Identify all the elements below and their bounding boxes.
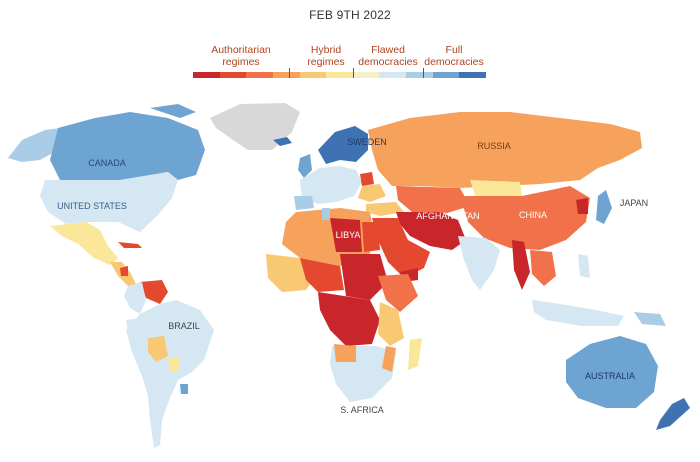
region-cuba (118, 242, 142, 248)
region-uk (298, 154, 312, 178)
region-arabia (372, 218, 430, 278)
region-mexico (50, 222, 118, 265)
region-india (458, 236, 500, 290)
label-russia: RUSSIA (477, 141, 511, 151)
label-australia: AUSTRALIA (585, 371, 635, 381)
region-angola (334, 344, 356, 362)
region-iran-afghanistan (396, 212, 466, 250)
world-map: CANADA UNITED STATES BRAZIL RUSSIA CHINA… (8, 103, 690, 448)
region-southeast-asia (530, 250, 556, 286)
label-china: CHINA (519, 210, 547, 220)
region-scandinavia (318, 126, 368, 164)
label-brazil: BRAZIL (168, 321, 200, 331)
region-png (634, 312, 666, 326)
legend-divider (353, 68, 354, 78)
label-afghanistan: AFGHANISTAN (416, 211, 479, 221)
region-colombia (124, 282, 146, 314)
region-spain (294, 196, 314, 210)
region-russia (368, 112, 642, 188)
legend-swatch (246, 72, 273, 78)
legend-swatch (326, 72, 353, 78)
legend-label-full: Full democracies (424, 44, 484, 68)
region-china (460, 186, 590, 250)
region-new-zealand (656, 398, 690, 430)
region-western-europe (300, 166, 362, 204)
region-bolivia (148, 336, 168, 362)
legend-divider (423, 68, 424, 78)
legend-label-flawed: Flawed democracies (358, 44, 418, 68)
region-egypt (362, 222, 380, 252)
region-sahel (300, 258, 344, 292)
region-mongolia (470, 180, 522, 198)
region-myanmar (512, 240, 530, 290)
legend-swatch (432, 72, 460, 78)
region-australia (566, 336, 658, 408)
label-united-states: UNITED STATES (57, 201, 127, 211)
label-japan: JAPAN (620, 198, 648, 208)
legend-swatch (352, 72, 380, 78)
region-indonesia (532, 300, 624, 326)
region-east-africa (378, 302, 404, 346)
label-south-africa: S. AFRICA (340, 405, 384, 415)
region-belarus (360, 172, 374, 186)
chart-date: FEB 9TH 2022 (309, 8, 391, 22)
legend-swatch (193, 72, 220, 78)
region-uruguay (180, 384, 188, 394)
region-iceland (273, 137, 292, 146)
region-paraguay (168, 356, 180, 372)
region-mozambique (382, 346, 396, 372)
region-canada-islands (150, 104, 196, 118)
region-greenland (210, 103, 300, 150)
legend-color-bar (193, 72, 487, 78)
legend-swatch (406, 72, 433, 78)
legend-swatch (219, 72, 247, 78)
legend-label-hybrid: Hybrid regimes (307, 44, 345, 68)
legend-divider (289, 68, 290, 78)
region-peru (126, 318, 146, 350)
legend-swatch (272, 72, 300, 78)
label-canada: CANADA (88, 158, 126, 168)
region-central-africa (318, 292, 380, 346)
label-libya: LIBYA (336, 230, 361, 240)
region-philippines (578, 254, 590, 278)
region-canada (50, 112, 205, 180)
region-turkey (366, 202, 404, 216)
region-united-states (40, 172, 178, 232)
region-horn-africa (378, 274, 418, 312)
legend-swatch (379, 72, 407, 78)
legend-swatch (459, 72, 487, 78)
region-central-asia (396, 186, 470, 214)
legend-swatch (299, 72, 327, 78)
region-nicaragua (120, 266, 128, 276)
region-alaska (8, 128, 60, 162)
region-sudan (340, 254, 388, 300)
legend: Authoritarian regimes Hybrid regimes Flawe… (193, 44, 487, 80)
region-japan (596, 190, 612, 224)
region-venezuela (140, 280, 168, 304)
region-libya (330, 218, 362, 252)
region-madagascar (408, 338, 422, 370)
legend-label-authoritarian: Authoritarian regimes (211, 44, 271, 68)
region-ukraine (358, 184, 386, 202)
region-north-korea (576, 198, 588, 214)
region-tunisia (322, 208, 330, 220)
region-south-america (126, 300, 214, 448)
label-sweden: SWEDEN (347, 137, 387, 147)
